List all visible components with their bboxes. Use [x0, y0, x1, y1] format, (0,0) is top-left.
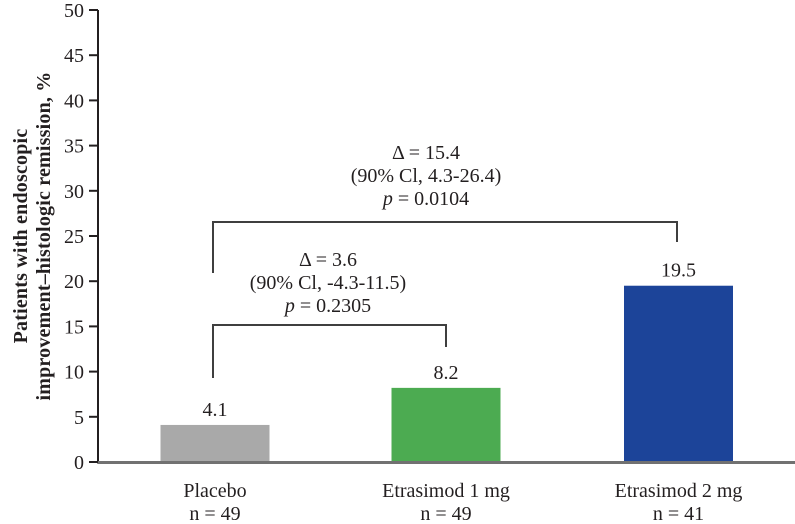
y-tick-label: 15	[64, 316, 84, 338]
category-label: Etrasimod 2 mg	[615, 480, 743, 502]
bar-etrasimod-2-mg	[624, 285, 733, 462]
y-tick-label: 35	[64, 136, 84, 158]
y-tick-label: 50	[64, 0, 84, 22]
comparison-annotation-line: (90% Cl, -4.3-11.5)	[250, 272, 406, 294]
y-axis-title-line1: Patients with endoscopic	[10, 128, 32, 344]
comparison-bracket	[212, 221, 678, 273]
n-label: n = 41	[653, 503, 704, 524]
category-label: Placebo	[183, 480, 246, 502]
y-tick-label: 20	[64, 271, 84, 293]
bar-etrasimod-1-mg	[391, 387, 501, 462]
y-tick-label: 40	[64, 90, 84, 112]
bar-value-label: 19.5	[661, 260, 696, 282]
n-label: n = 49	[420, 503, 471, 524]
comparison-annotation-line: (90% Cl, 4.3-26.4)	[351, 165, 502, 187]
bar-value-label: 4.1	[203, 399, 228, 421]
y-tick-label: 10	[64, 362, 84, 384]
y-axis-title: Patients with endoscopic improvement–his…	[10, 16, 56, 456]
y-tick-label: 30	[64, 181, 84, 203]
y-tick-label: 5	[74, 407, 84, 429]
y-tick-label: 45	[64, 45, 84, 67]
comparison-annotation-line: p = 0.0104	[381, 188, 469, 210]
bar-placebo	[160, 424, 270, 462]
comparison-bracket	[212, 324, 447, 378]
n-label: n = 49	[189, 503, 240, 524]
comparison-annotation-line: Δ = 3.6	[299, 249, 357, 271]
y-tick-label: 25	[64, 226, 84, 248]
y-tick-label: 0	[74, 452, 84, 474]
comparison-annotation-line: p = 0.2305	[283, 295, 371, 317]
comparison-annotation-line: Δ = 15.4	[392, 142, 460, 164]
bar-value-label: 8.2	[434, 362, 459, 384]
category-label: Etrasimod 1 mg	[382, 480, 510, 502]
y-axis-title-line2: improvement–histologic remission, %	[33, 71, 55, 401]
